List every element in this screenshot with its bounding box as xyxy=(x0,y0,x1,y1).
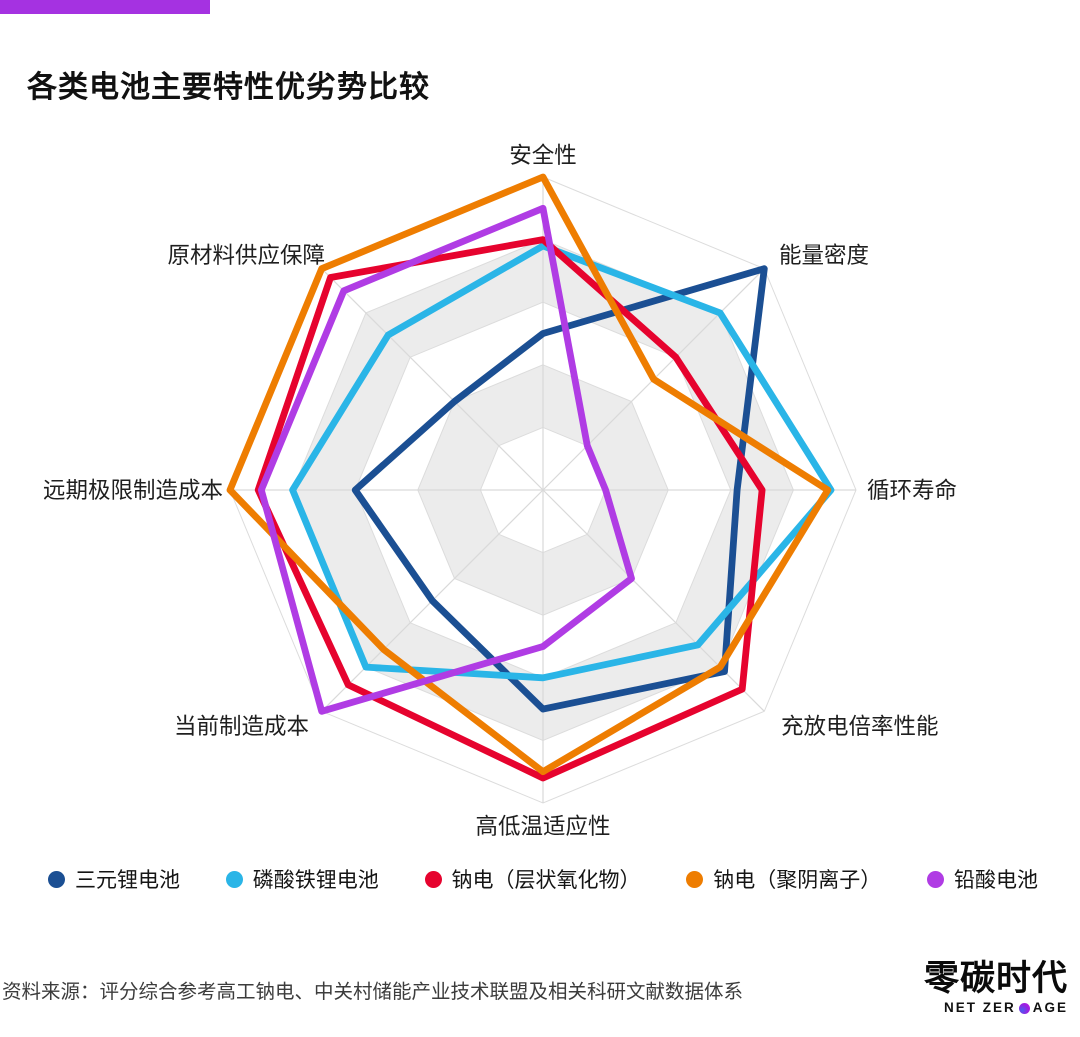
legend-label: 钠电（层状氧化物） xyxy=(451,869,641,892)
legend-dot-icon xyxy=(48,870,65,888)
axis-label-7: 原材料供应保障 xyxy=(167,243,325,268)
legend-label: 三元锂电池 xyxy=(75,869,180,892)
legend-label: 磷酸铁锂电池 xyxy=(252,869,379,892)
legend-item-1: 磷酸铁锂电池 xyxy=(225,864,379,894)
chart-legend: 三元锂电池 磷酸铁锂电池 钠电（层状氧化物） 钠电（聚阴离子） 铅酸电池 xyxy=(48,864,1038,894)
radar-spoke-7 xyxy=(321,268,544,491)
logo-en-prefix: NET ZER xyxy=(943,1000,1016,1015)
accent-bar xyxy=(0,0,210,14)
legend-dot-icon xyxy=(686,870,704,888)
radar-series-2 xyxy=(254,236,766,782)
legend-item-2: 钠电（层状氧化物） xyxy=(424,864,641,894)
radar-series-4 xyxy=(257,204,635,715)
legend-dot-icon xyxy=(424,870,442,888)
page-title: 各类电池主要特性优劣势比较 xyxy=(27,71,430,105)
legend-dot-icon xyxy=(225,870,243,888)
brand-logo-english: NET ZER AGE xyxy=(924,1000,1068,1016)
legend-item-4: 铅酸电池 xyxy=(927,864,1038,894)
axis-label-1: 能量密度 xyxy=(779,243,869,268)
radar-series-3 xyxy=(226,173,832,776)
logo-en-suffix: AGE xyxy=(1032,1000,1068,1015)
source-note: 资料来源：评分综合参考高工钠电、中关村储能产业技术联盟及相关科研文献数据体系 xyxy=(2,981,744,1003)
brand-logo-chinese: 零碳时代 xyxy=(923,959,1068,998)
legend-item-0: 三元锂电池 xyxy=(48,864,180,894)
radar-spoke-3 xyxy=(542,489,765,712)
footer: 资料来源：评分综合参考高工钠电、中关村储能产业技术联盟及相关科研文献数据体系 零… xyxy=(0,960,1080,1037)
radar-series-0 xyxy=(351,265,768,713)
axis-label-4: 高低温适应性 xyxy=(475,814,610,839)
legend-label: 钠电（聚阴离子） xyxy=(713,869,882,892)
radar-series-1 xyxy=(289,242,835,682)
axis-label-2: 循环寿命 xyxy=(867,478,957,503)
logo-zero-dot-icon xyxy=(1018,1002,1030,1014)
legend-item-3: 钠电（聚阴离子） xyxy=(686,864,881,894)
axis-label-0: 安全性 xyxy=(509,143,577,168)
legend-dot-icon xyxy=(927,870,944,888)
axis-label-3: 充放电倍率性能 xyxy=(781,714,939,739)
axis-label-5: 当前制造成本 xyxy=(174,714,309,739)
legend-label: 铅酸电池 xyxy=(954,869,1038,892)
brand-logo: 零碳时代 NET ZER AGE xyxy=(924,960,1068,1016)
axis-label-6: 远期极限制造成本 xyxy=(43,478,223,503)
